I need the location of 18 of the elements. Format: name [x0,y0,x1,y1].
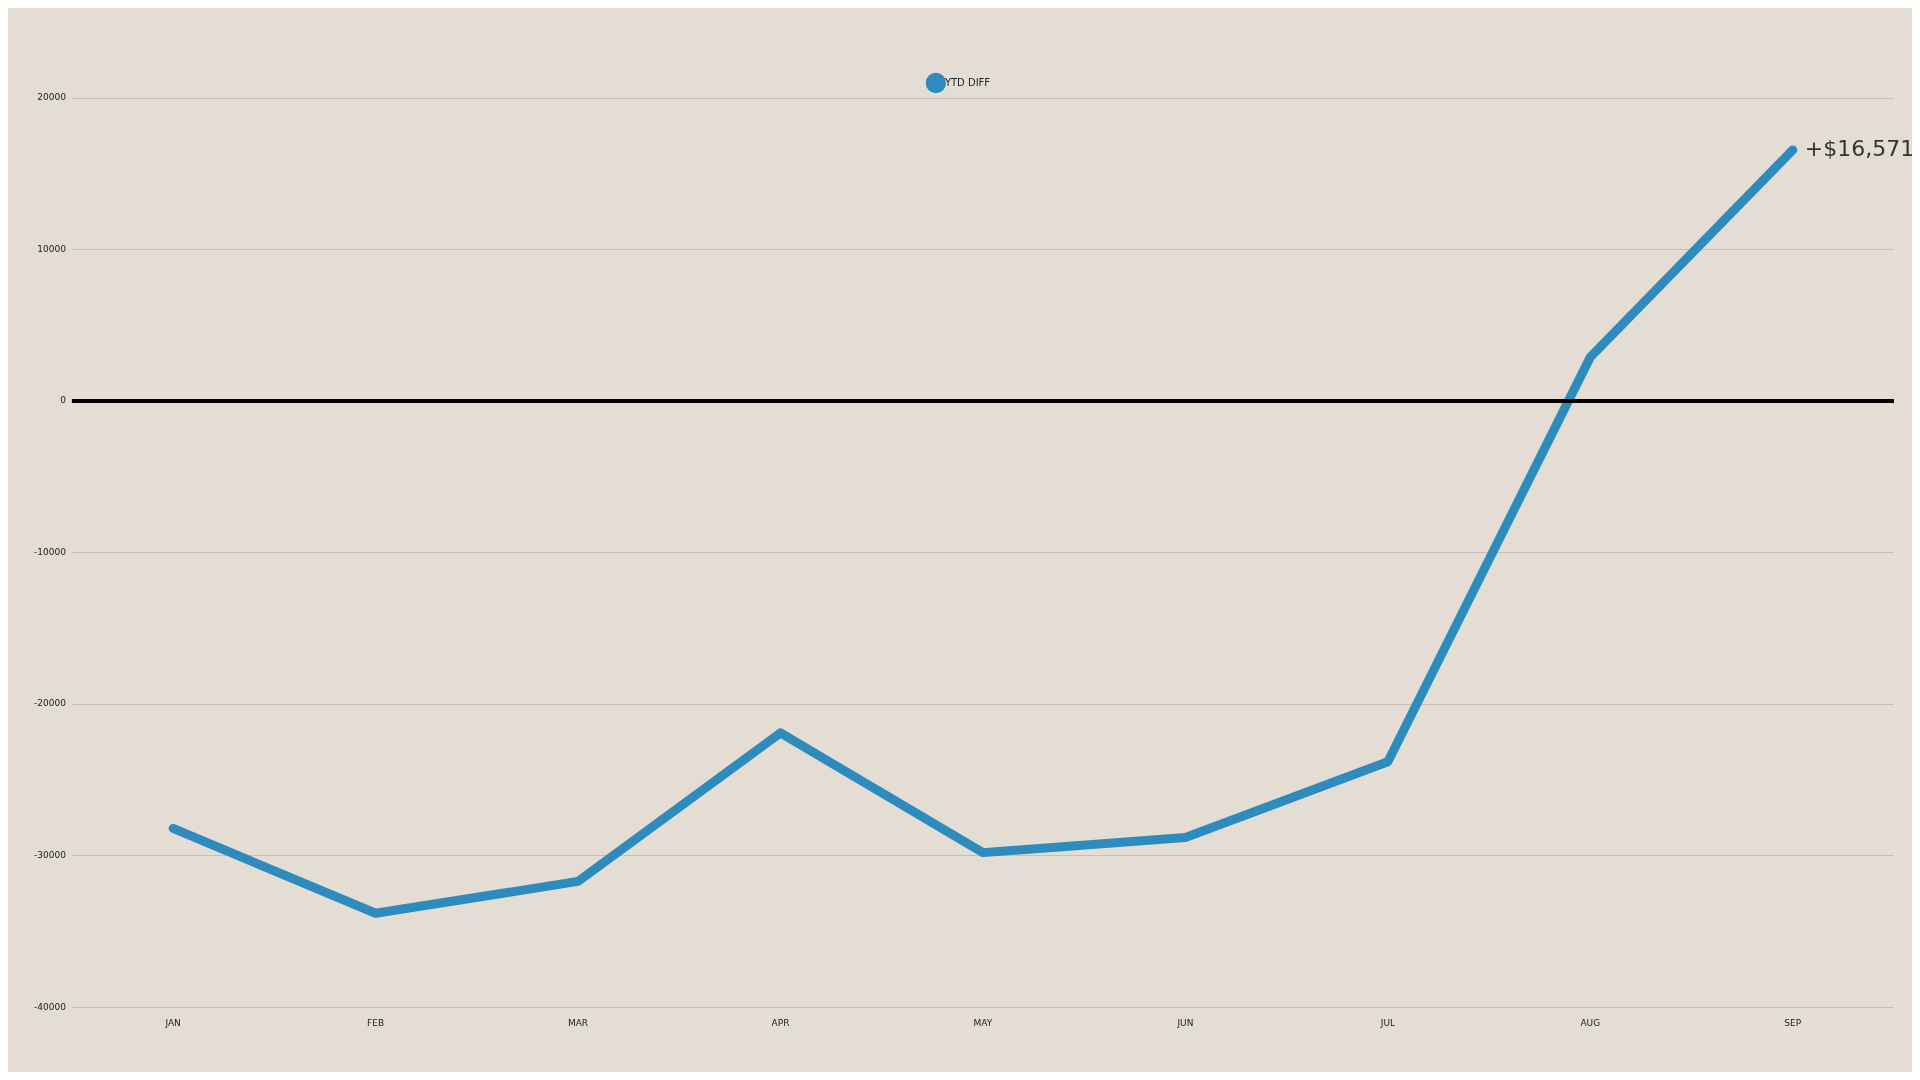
x-tick-label: SEP [1784,1017,1802,1028]
x-tick-label: JUN [1176,1017,1194,1028]
annotation: +$16,571 [1804,135,1915,161]
x-tick-label: APR [771,1017,790,1028]
x-tick-label: FEB [367,1017,385,1028]
x-tick-label: MAY [973,1017,993,1028]
y-tick-label: 0 [60,395,67,406]
y-tick-label: -30000 [33,850,67,861]
y-tick-label: 20000 [37,92,67,103]
y-tick-label: -20000 [33,698,67,709]
y-tick-label: -40000 [33,1001,67,1012]
x-tick-label: MAR [567,1017,589,1028]
x-tick-label: JAN [164,1017,181,1028]
x-tick-label: AUG [1580,1017,1601,1028]
y-tick-label: 10000 [37,243,67,254]
x-tick-label: JUL [1379,1017,1395,1028]
legend-label: YTD DIFF [943,76,991,88]
y-tick-label: -10000 [33,546,67,557]
